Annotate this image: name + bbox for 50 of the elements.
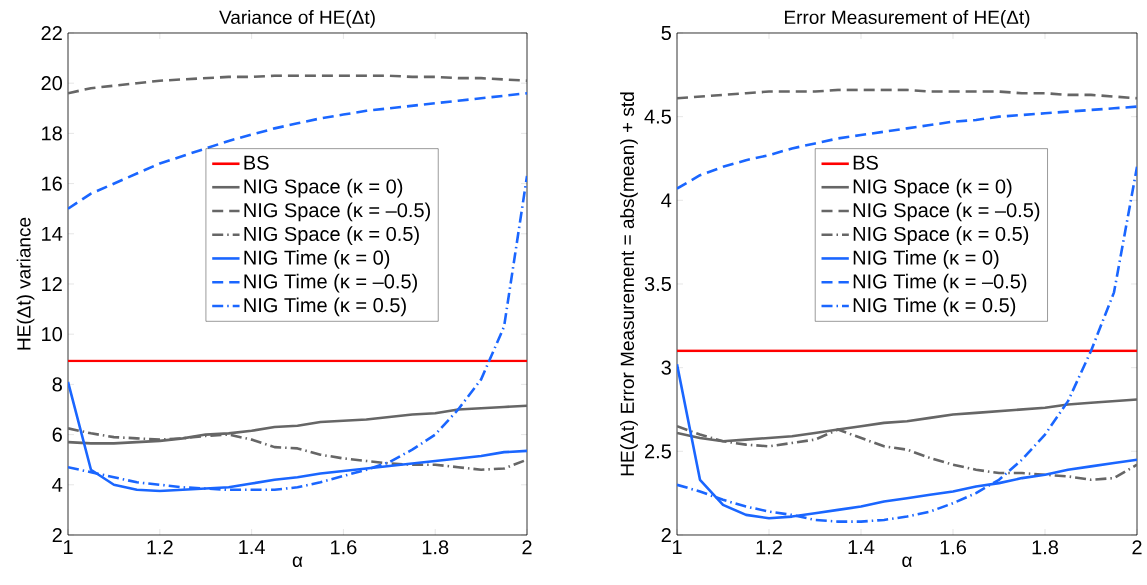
x-tick-label: 1 [672,540,682,554]
y-tick-label: 22 [41,26,62,40]
y-axis-title: HE(Δt) Error Measurement = abs(mean) + std [620,92,638,476]
y-tick-label: 4 [661,193,672,208]
y-tick-label: 14 [42,226,63,241]
y-tick-label: 2 [661,528,671,542]
y-tick-label: 2 [52,528,62,542]
y-tick-label: 8 [52,377,62,392]
x-axis-title: α [292,556,303,567]
y-tick-label: 18 [42,126,62,141]
legend-label: NIG Space (κ = –0.5) [853,202,1040,222]
y-tick-label: 4 [52,477,63,492]
legend-label: BS [853,155,878,170]
legend-label: NIG Space (κ = 0) [853,178,1012,198]
legend-label: NIG Time (κ = 0) [244,250,390,269]
legend-label: NIG Space (κ = 0) [244,178,403,198]
x-tick-label: 2 [1132,540,1142,555]
y-tick-label: 4.5 [644,109,671,124]
x-tick-label: 1.4 [239,540,265,554]
y-tick-label: 2.5 [645,444,671,459]
legend-label: BS [244,155,269,170]
legend-label: NIG Time (κ = –0.5) [853,273,1027,293]
y-tick-label: 20 [41,76,63,91]
legend-label: NIG Time (κ = 0.5) [244,297,406,317]
x-tick-label: 2 [522,540,532,555]
x-tick-label: 1.6 [331,540,357,555]
y-tick-label: 16 [42,176,62,191]
legend-label: NIG Space (κ = 0.5) [244,226,419,245]
legend-label: NIG Time (κ = 0.5) [853,297,1016,317]
legend-label: NIG Space (κ = 0.5) [853,226,1029,245]
x-tick-label: 1.2 [147,540,173,555]
x-tick-label: 1 [63,540,73,554]
legend-label: NIG Time (κ = –0.5) [244,273,417,293]
x-tick-label: 1.8 [422,540,449,555]
x-tick-label: 1.4 [848,540,875,554]
chart-title: Error Measurement of HE(Δt) [785,10,1030,28]
y-tick-label: 6 [52,427,62,442]
y-axis-title: HE(Δt) variance [16,217,35,350]
x-tick-label: 1.8 [1032,540,1059,555]
y-tick-label: 10 [42,327,63,342]
x-axis-title: α [902,556,912,567]
legend-label: NIG Space (κ = –0.5) [244,202,430,222]
y-tick-label: 12 [42,277,62,291]
x-tick-label: 1.2 [756,540,782,555]
y-tick-label: 5 [661,26,671,40]
y-tick-label: 3 [661,360,671,375]
chart-title: Variance of HE(Δt) [219,10,375,28]
x-tick-label: 1.6 [940,540,967,555]
legend-label: NIG Time (κ = 0) [853,250,999,269]
y-tick-label: 3.5 [644,276,671,292]
